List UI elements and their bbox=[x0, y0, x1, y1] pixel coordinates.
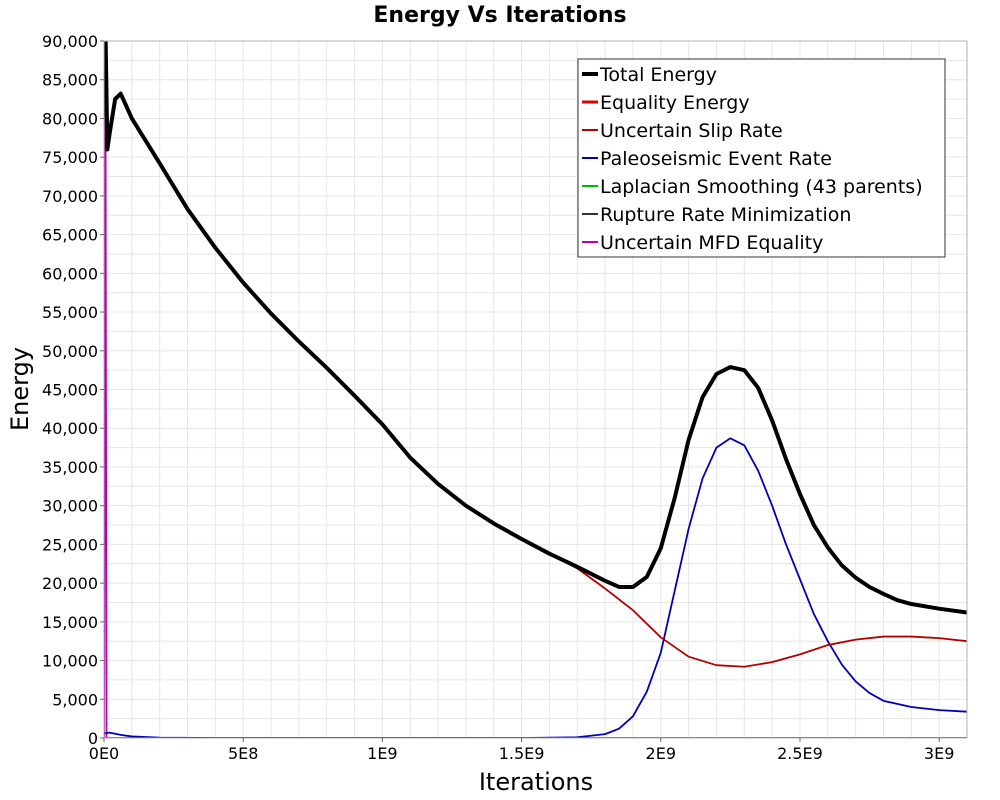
y-axis-title: Energy bbox=[6, 347, 34, 431]
legend-label: Equality Energy bbox=[600, 92, 750, 114]
x-tick-label: 2.5E9 bbox=[777, 744, 823, 763]
y-tick-label: 60,000 bbox=[42, 264, 98, 283]
legend-label: Uncertain Slip Rate bbox=[600, 120, 783, 142]
series-line-total-energy bbox=[104, 41, 967, 615]
y-tick-label: 0 bbox=[88, 729, 98, 748]
chart-title: Energy Vs Iterations bbox=[373, 3, 626, 28]
y-tick-label: 10,000 bbox=[42, 652, 98, 671]
y-axis: 0 5,000 10,000 15,000 20,000 25,000 30,000 35,0… bbox=[42, 32, 104, 748]
y-tick-label: 55,000 bbox=[42, 303, 98, 322]
legend-label: Total Energy bbox=[599, 64, 717, 86]
y-tick-label: 50,000 bbox=[42, 342, 98, 361]
legend-label: Rupture Rate Minimization bbox=[600, 204, 851, 226]
x-tick-label: 5E8 bbox=[228, 744, 258, 763]
y-tick-label: 25,000 bbox=[42, 535, 98, 554]
y-tick-label: 20,000 bbox=[42, 574, 98, 593]
y-tick-label: 70,000 bbox=[42, 187, 98, 206]
legend-label: Uncertain MFD Equality bbox=[600, 232, 823, 254]
series-line-uncertain-mfd-equality bbox=[104, 41, 967, 738]
x-tick-label: 0E0 bbox=[89, 744, 119, 763]
legend-label: Paleoseismic Event Rate bbox=[600, 148, 832, 170]
grid bbox=[103, 40, 968, 739]
x-tick-label: 1.5E9 bbox=[499, 744, 545, 763]
x-tick-label: 2E9 bbox=[646, 744, 676, 763]
y-tick-label: 90,000 bbox=[42, 32, 98, 51]
y-tick-label: 65,000 bbox=[42, 226, 98, 245]
x-axis-title: Iterations bbox=[479, 768, 593, 796]
x-tick-label: 1E9 bbox=[367, 744, 397, 763]
x-axis: 0E0 5E8 1E9 1.5E9 2E9 2.5E9 3E9 bbox=[89, 738, 954, 763]
series-line-paleoseismic-event-rate bbox=[104, 437, 967, 738]
y-tick-label: 40,000 bbox=[42, 419, 98, 438]
y-tick-label: 30,000 bbox=[42, 497, 98, 516]
y-tick-label: 80,000 bbox=[42, 109, 98, 128]
y-tick-label: 45,000 bbox=[42, 381, 98, 400]
legend-box bbox=[577, 58, 946, 258]
legend: Total Energy Equality Energy Uncertain Sli… bbox=[577, 58, 946, 258]
y-tick-label: 75,000 bbox=[42, 148, 98, 167]
y-tick-label: 35,000 bbox=[42, 458, 98, 477]
legend-label: Laplacian Smoothing (43 parents) bbox=[600, 176, 923, 198]
x-tick-label: 3E9 bbox=[924, 744, 954, 763]
y-tick-label: 15,000 bbox=[42, 613, 98, 632]
y-tick-label: 85,000 bbox=[42, 71, 98, 90]
y-tick-label: 5,000 bbox=[52, 690, 98, 709]
series-layer bbox=[104, 41, 967, 738]
